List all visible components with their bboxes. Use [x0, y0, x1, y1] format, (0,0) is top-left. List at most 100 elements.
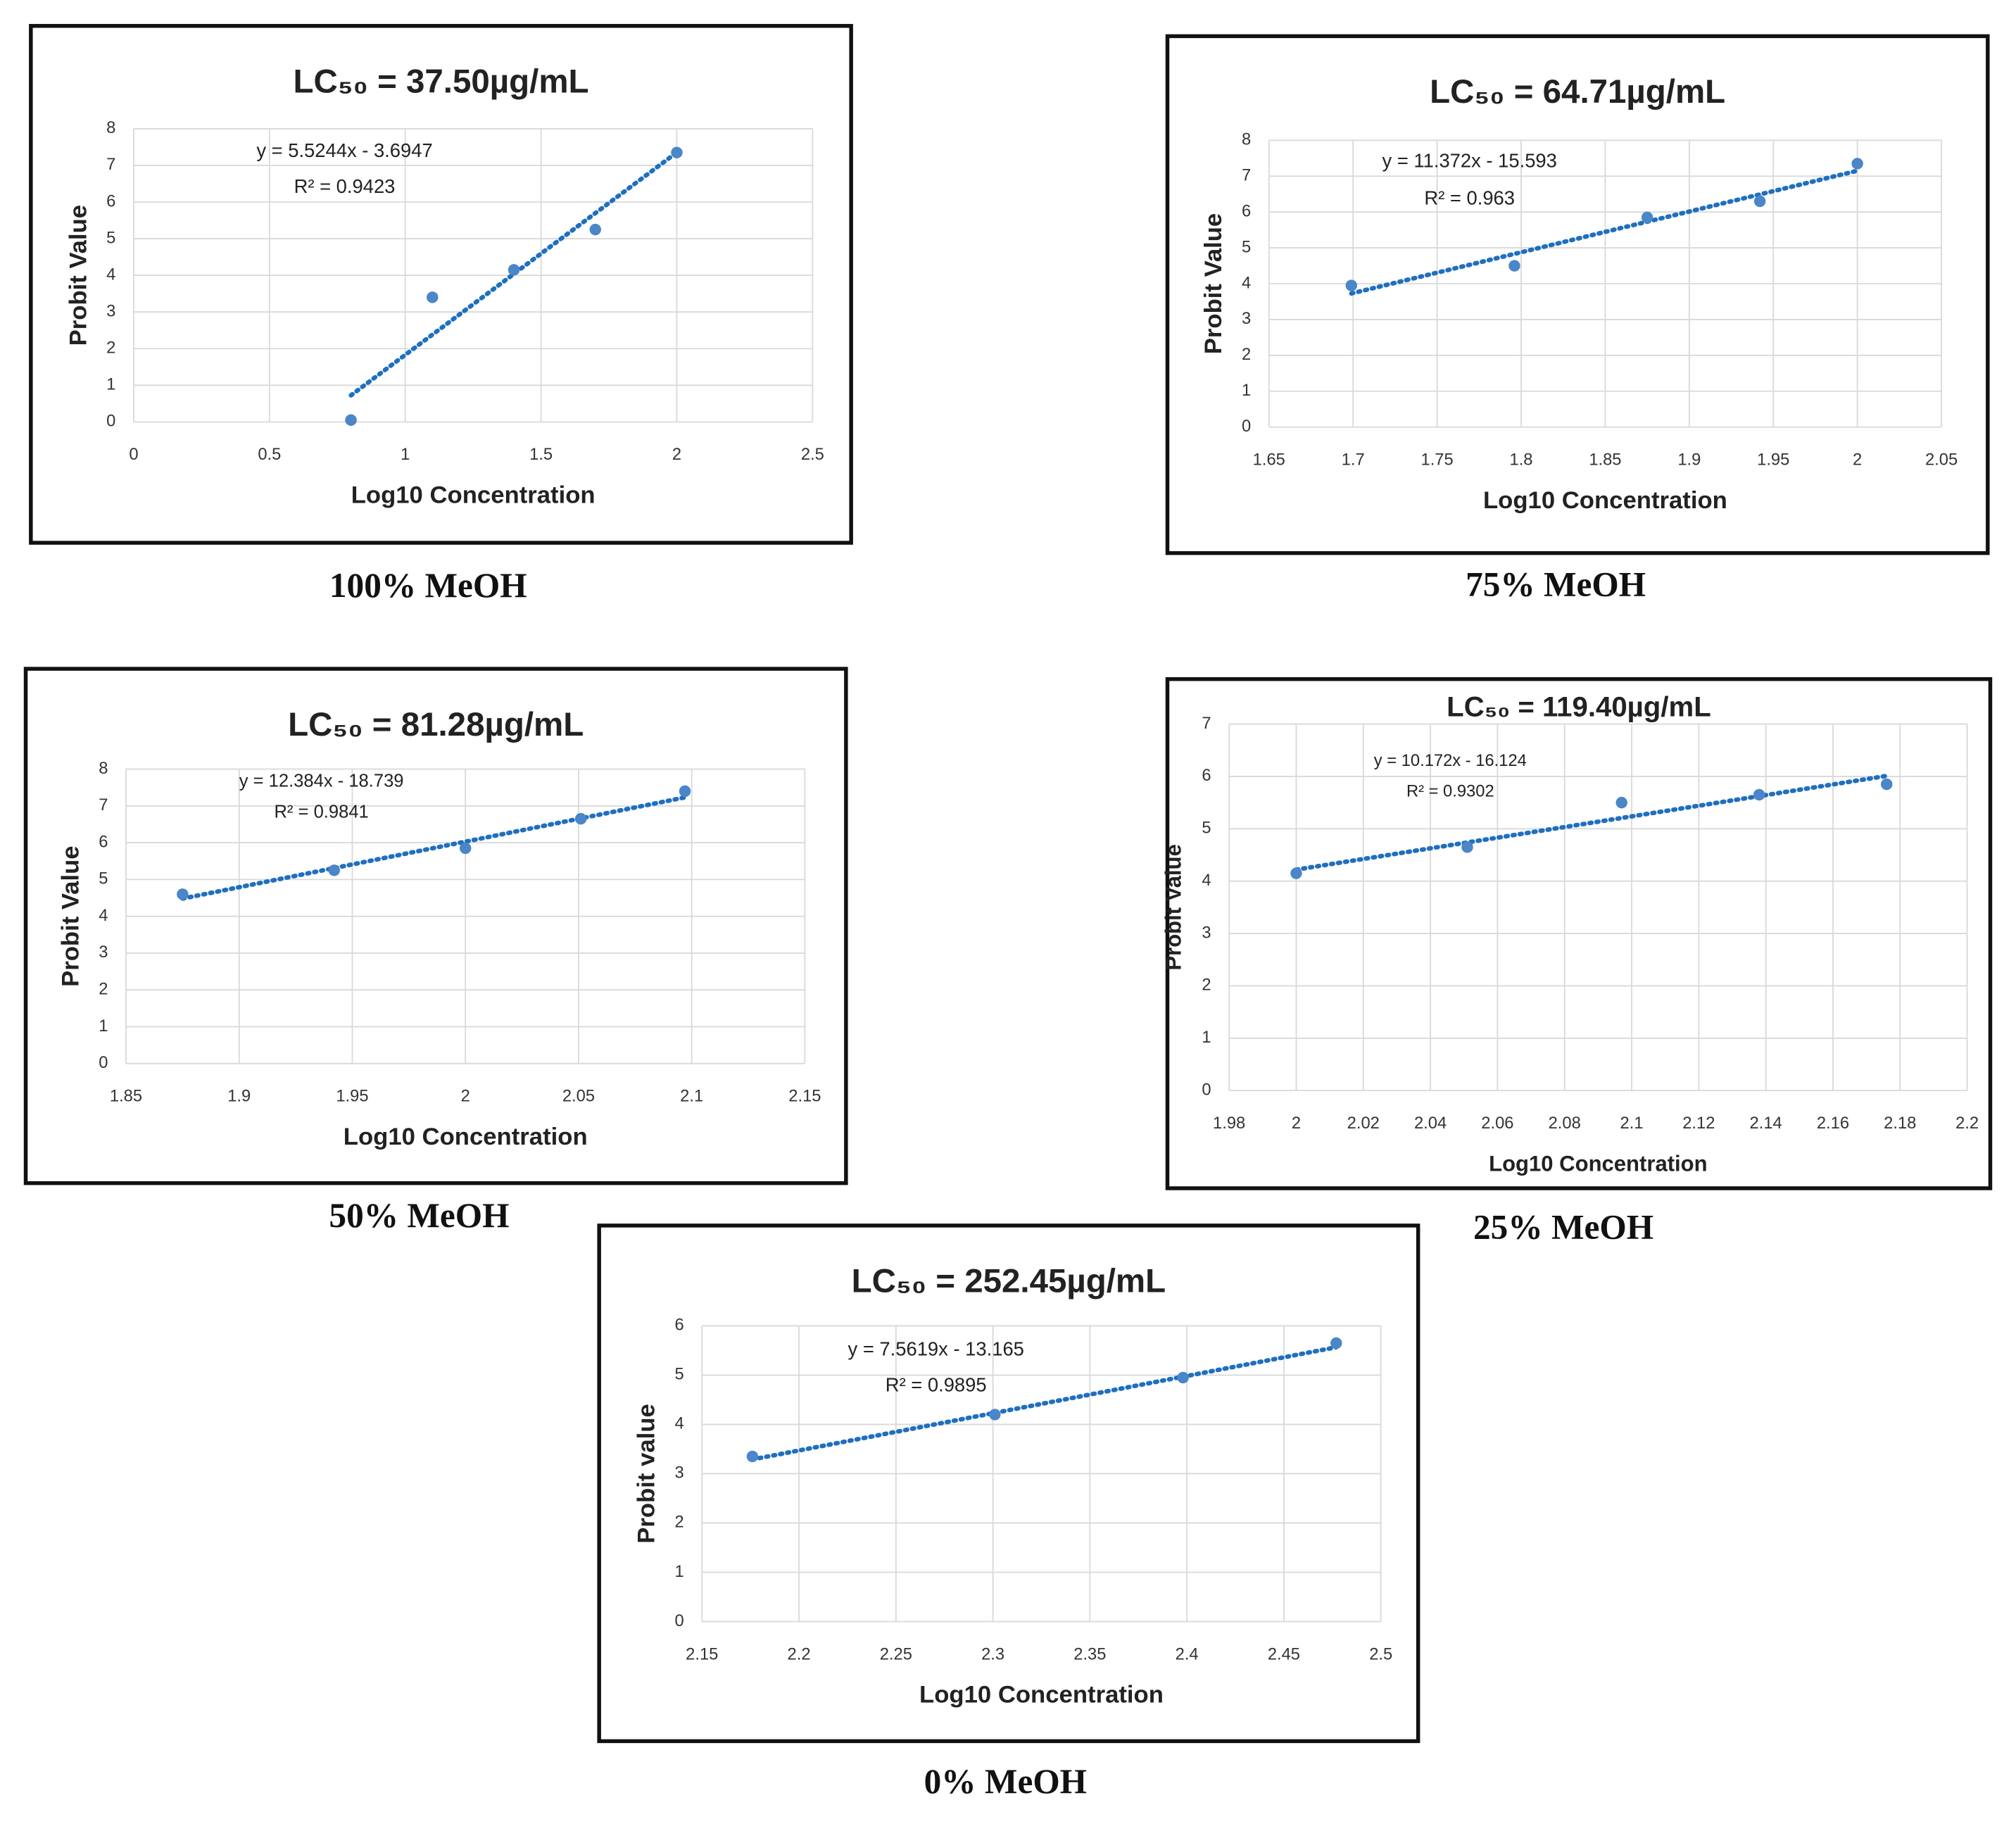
- y-tick-label: 8: [1242, 131, 1251, 149]
- x-axis-title: Log10 Concentration: [344, 1124, 588, 1150]
- y-tick-label: 6: [1202, 767, 1211, 785]
- y-tick-label: 1: [1202, 1028, 1211, 1047]
- y-tick-label: 7: [106, 156, 115, 174]
- r-squared: R² = 0.9423: [294, 175, 396, 197]
- y-tick-label: 5: [675, 1366, 684, 1384]
- x-tick-label: 0.5: [258, 446, 281, 464]
- panel-caption: 75% MeOH: [1466, 565, 1646, 603]
- data-point: [345, 414, 357, 426]
- panel-caption: 0% MeOH: [924, 1762, 1087, 1801]
- x-tick-label: 1.98: [1213, 1114, 1245, 1133]
- x-axis-title: Log10 Concentration: [1489, 1151, 1707, 1176]
- y-tick-label: 0: [106, 413, 115, 431]
- y-tick-label: 3: [106, 302, 115, 320]
- x-tick-label: 2.18: [1884, 1114, 1916, 1133]
- data-point: [1753, 788, 1765, 801]
- trendline-equation: y = 5.5244x - 3.6947: [256, 139, 432, 161]
- data-point: [1615, 796, 1627, 809]
- y-tick-label: 7: [99, 796, 108, 814]
- trendline: [750, 1345, 1339, 1462]
- y-tick-label: 4: [675, 1415, 684, 1433]
- trendline: [1294, 773, 1889, 872]
- y-tick-label: 4: [1202, 872, 1211, 890]
- x-tick-label: 2: [672, 446, 681, 464]
- y-tick-label: 0: [99, 1054, 108, 1072]
- data-point: [589, 223, 601, 236]
- x-tick-label: 1.85: [110, 1088, 142, 1106]
- x-tick-label: 1.7: [1342, 451, 1365, 469]
- data-point: [328, 864, 340, 876]
- data-point: [1461, 841, 1473, 853]
- panel-caption: 25% MeOH: [1473, 1208, 1653, 1247]
- x-tick-label: 2.45: [1268, 1645, 1300, 1663]
- y-axis-title: Probit Value: [1161, 844, 1186, 970]
- x-tick-label: 2.5: [1369, 1645, 1392, 1663]
- y-tick-label: 2: [675, 1514, 684, 1532]
- x-tick-label: 2.08: [1549, 1114, 1581, 1133]
- y-tick-label: 8: [106, 119, 115, 137]
- r-squared: R² = 0.9841: [274, 802, 368, 822]
- data-point: [1880, 778, 1893, 791]
- panel-caption: 100% MeOH: [329, 566, 527, 605]
- data-point: [427, 291, 439, 303]
- data-point: [1753, 195, 1766, 208]
- r-squared: R² = 0.9895: [886, 1373, 987, 1395]
- x-tick-label: 1.65: [1253, 451, 1285, 469]
- y-axis-title: Probit Value: [65, 205, 92, 346]
- y-tick-label: 6: [99, 833, 108, 851]
- panel-caption: 50% MeOH: [329, 1196, 509, 1235]
- data-point: [1641, 211, 1653, 224]
- y-axis-title: Probit value: [634, 1404, 660, 1544]
- y-tick-label: 1: [1242, 382, 1251, 400]
- y-tick-label: 5: [99, 870, 108, 888]
- y-tick-label: 0: [675, 1612, 684, 1630]
- trendline-equation: y = 12.384x - 18.739: [239, 772, 404, 791]
- y-tick-label: 6: [675, 1316, 684, 1335]
- y-tick-label: 2: [99, 980, 108, 998]
- data-point: [1508, 260, 1520, 272]
- x-tick-label: 1.8: [1510, 451, 1533, 469]
- y-tick-label: 0: [1242, 417, 1251, 436]
- panel-frame: [597, 1223, 1420, 1744]
- trendline-equation: y = 10.172x - 16.124: [1374, 752, 1527, 770]
- x-tick-label: 1.9: [1677, 451, 1701, 469]
- x-tick-label: 1: [401, 446, 410, 464]
- x-tick-label: 2.5: [801, 446, 824, 464]
- x-tick-label: 2: [461, 1088, 470, 1106]
- x-tick-label: 1.85: [1589, 451, 1621, 469]
- x-tick-label: 1.95: [336, 1088, 368, 1106]
- x-tick-label: 2.1: [1620, 1114, 1644, 1133]
- y-tick-label: 6: [106, 192, 115, 210]
- x-tick-label: 2.35: [1073, 1645, 1106, 1663]
- x-tick-label: 1.95: [1757, 451, 1789, 469]
- y-tick-label: 1: [675, 1563, 684, 1581]
- chart-title: LC₅₀ = 81.28µg/mL: [288, 706, 584, 743]
- x-tick-label: 2.05: [1925, 451, 1958, 469]
- data-point: [1290, 867, 1302, 879]
- panel-frame: [1165, 34, 1990, 555]
- x-tick-label: 2.14: [1750, 1114, 1782, 1133]
- y-tick-label: 4: [1242, 274, 1251, 292]
- y-tick-label: 0: [1202, 1081, 1211, 1099]
- x-tick-label: 2.02: [1347, 1114, 1380, 1133]
- data-point: [1177, 1371, 1189, 1384]
- y-tick-label: 3: [99, 943, 108, 962]
- x-tick-label: 2.16: [1817, 1114, 1849, 1133]
- data-point: [989, 1409, 1001, 1421]
- y-tick-label: 2: [1242, 346, 1251, 364]
- y-tick-label: 3: [1242, 310, 1251, 328]
- data-point: [1345, 279, 1358, 291]
- x-tick-label: 2.15: [686, 1645, 718, 1663]
- x-tick-label: 1.9: [227, 1088, 251, 1106]
- data-point: [459, 842, 472, 855]
- y-tick-label: 7: [1202, 715, 1211, 733]
- x-tick-label: 2: [1292, 1114, 1301, 1133]
- y-tick-label: 5: [1242, 238, 1251, 256]
- data-point: [679, 785, 691, 798]
- x-tick-label: 2.06: [1481, 1114, 1513, 1133]
- y-tick-label: 2: [106, 339, 115, 358]
- y-tick-label: 4: [106, 265, 115, 284]
- data-point: [574, 812, 587, 825]
